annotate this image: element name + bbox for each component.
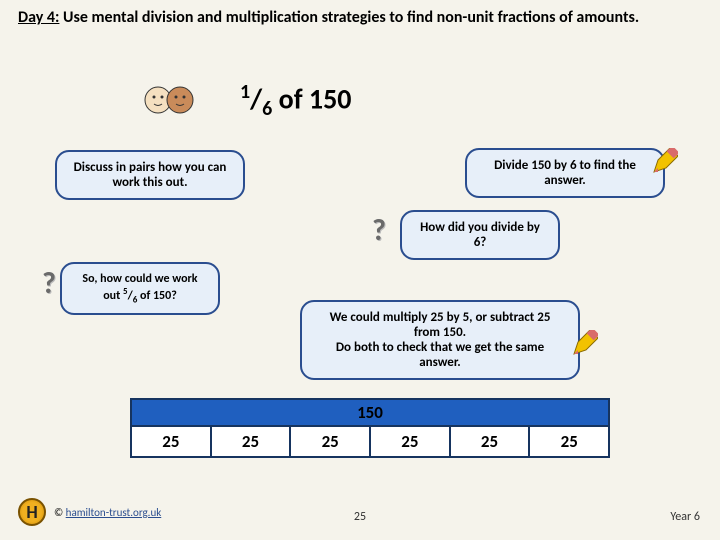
bubble-divide-text: Divide 150 by 6 to find the answer. [494,158,636,188]
bar-total: 150 [130,398,610,427]
slide-header: Day 4: Use mental division and multiplic… [0,0,720,33]
bubble-could: We could multiply 25 by 5, or subtract 2… [300,300,580,380]
copyright: © hamilton-trust.org.uk [54,506,161,519]
sohow-num: 5 [123,286,128,297]
bubble-discuss: Discuss in pairs how you can work this o… [55,150,245,200]
footer-left: H © hamilton-trust.org.uk [18,498,161,526]
bar-cell: 25 [451,427,531,458]
question-mark-icon: ? [42,265,56,302]
fraction-denominator: 6 [262,97,272,121]
bubble-sohow: So, how could we work out 5/6 of 150? [60,262,220,315]
page-number: 25 [354,510,366,524]
footer-link[interactable]: hamilton-trust.org.uk [66,506,162,519]
pair-faces-icon [140,80,200,120]
day-label: Day 4: [18,8,59,27]
pencil-icon [650,148,678,176]
header-title: Use mental division and multiplication s… [59,8,639,27]
bar-cell: 25 [130,427,212,458]
main-fraction-title: 1/6 of 150 [240,80,351,121]
pencil-icon [570,330,598,358]
fraction-numerator: 1 [240,80,250,104]
bubble-discuss-text: Discuss in pairs how you can work this o… [74,160,227,190]
bubble-howdivide: How did you divide by 6? [400,210,560,260]
bar-cell: 25 [212,427,292,458]
bar-model: 150 25 25 25 25 25 25 [130,398,610,458]
bar-row: 25 25 25 25 25 25 [130,427,610,458]
sohow-suffix: of 150? [137,289,176,303]
bar-cell: 25 [371,427,451,458]
bar-cell: 25 [291,427,371,458]
bar-cell: 25 [530,427,610,458]
fraction-after: of 150 [272,81,351,116]
hamilton-logo-icon: H [18,498,46,526]
year-label: Year 6 [670,510,700,524]
logo-letter: H [26,501,37,523]
question-mark-icon: ? [372,212,386,249]
bubble-divide: Divide 150 by 6 to find the answer. [465,148,665,198]
bubble-howdivide-text: How did you divide by 6? [420,220,540,250]
bubble-could-text: We could multiply 25 by 5, or subtract 2… [330,310,551,370]
